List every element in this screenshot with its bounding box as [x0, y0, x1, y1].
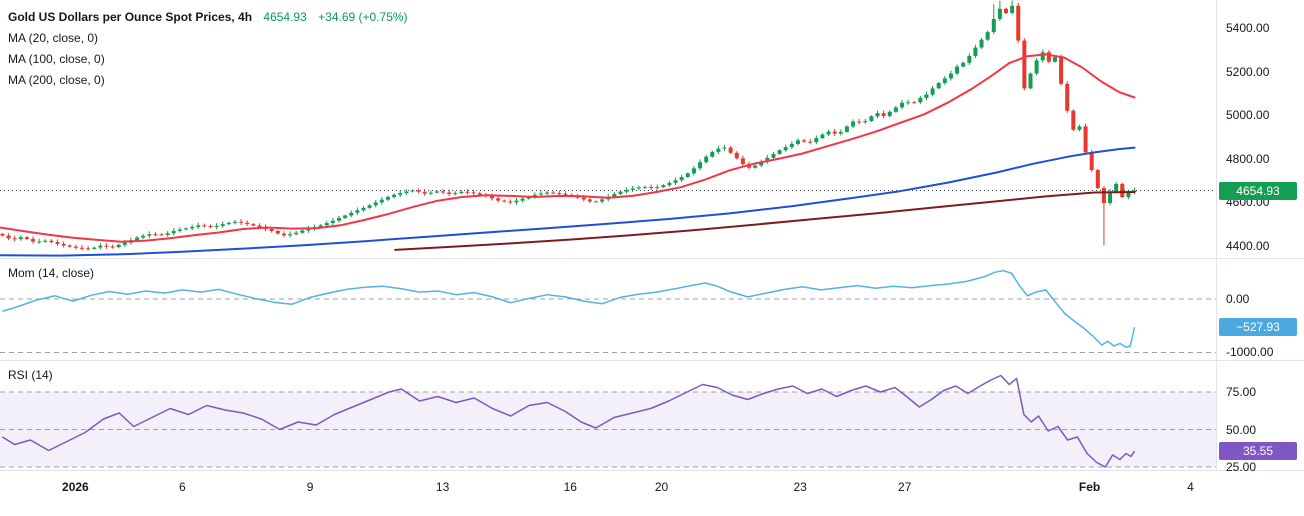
ma20-legend-item[interactable]: MA (20, close, 0) — [8, 31, 99, 45]
time-scale[interactable]: 2026 6 9 13 16 20 23 27 Feb 4 — [0, 480, 1216, 498]
ma100-legend-item[interactable]: MA (100, close, 0) — [8, 52, 105, 66]
rsi-tick-label: 50.00 — [1226, 422, 1257, 437]
date-axis-label: 16 — [563, 480, 577, 494]
price-tick-label: 5000.00 — [1226, 108, 1270, 123]
symbol-title-row[interactable]: Gold US Dollars per Ounce Spot Prices, 4… — [8, 7, 408, 28]
rsi-value-badge: 35.55 — [1219, 442, 1297, 461]
date-axis-label: 9 — [306, 480, 314, 494]
last-price-value: 4654.93 — [263, 10, 307, 24]
date-axis-label: 2026 — [62, 480, 89, 494]
momentum-tick-label: 0.00 — [1226, 292, 1250, 306]
price-tick-label: 5400.00 — [1226, 21, 1270, 36]
momentum-value-badge: −527.93 — [1219, 318, 1297, 337]
ma200-legend-item[interactable]: MA (200, close, 0) — [8, 73, 105, 87]
date-axis-label: 6 — [179, 480, 186, 494]
price-tick-label: 5200.00 — [1226, 64, 1270, 79]
date-axis-label: 23 — [793, 480, 807, 494]
price-scale[interactable]: 4654.93 −527.93 35.55 5400.00 5200.00 5000… — [1216, 0, 1304, 474]
momentum-tick-label: -1000.00 — [1226, 345, 1274, 360]
date-axis-label: Feb — [1078, 480, 1101, 494]
momentum-indicator-label[interactable]: Mom (14, close) — [8, 266, 95, 280]
price-tick-label: 4400.00 — [1226, 239, 1270, 254]
chart-title: Gold US Dollars per Ounce Spot Prices, 4… — [8, 10, 253, 24]
price-tick-label: 4800.00 — [1226, 151, 1270, 166]
price-change-value: +34.69 (+0.75%) — [318, 10, 408, 24]
current-price-badge: 4654.93 — [1219, 181, 1297, 200]
date-axis-label: 27 — [898, 480, 912, 494]
date-axis-label: 20 — [654, 480, 669, 494]
legend: Gold US Dollars per Ounce Spot Prices, 4… — [8, 7, 408, 91]
date-axis-label: 4 — [1187, 480, 1194, 494]
date-axis-label: 13 — [435, 480, 450, 494]
rsi-indicator-label[interactable]: RSI (14) — [8, 368, 53, 382]
rsi-tick-label: 75.00 — [1226, 385, 1257, 400]
rsi-tick-label: 25.00 — [1226, 460, 1257, 474]
